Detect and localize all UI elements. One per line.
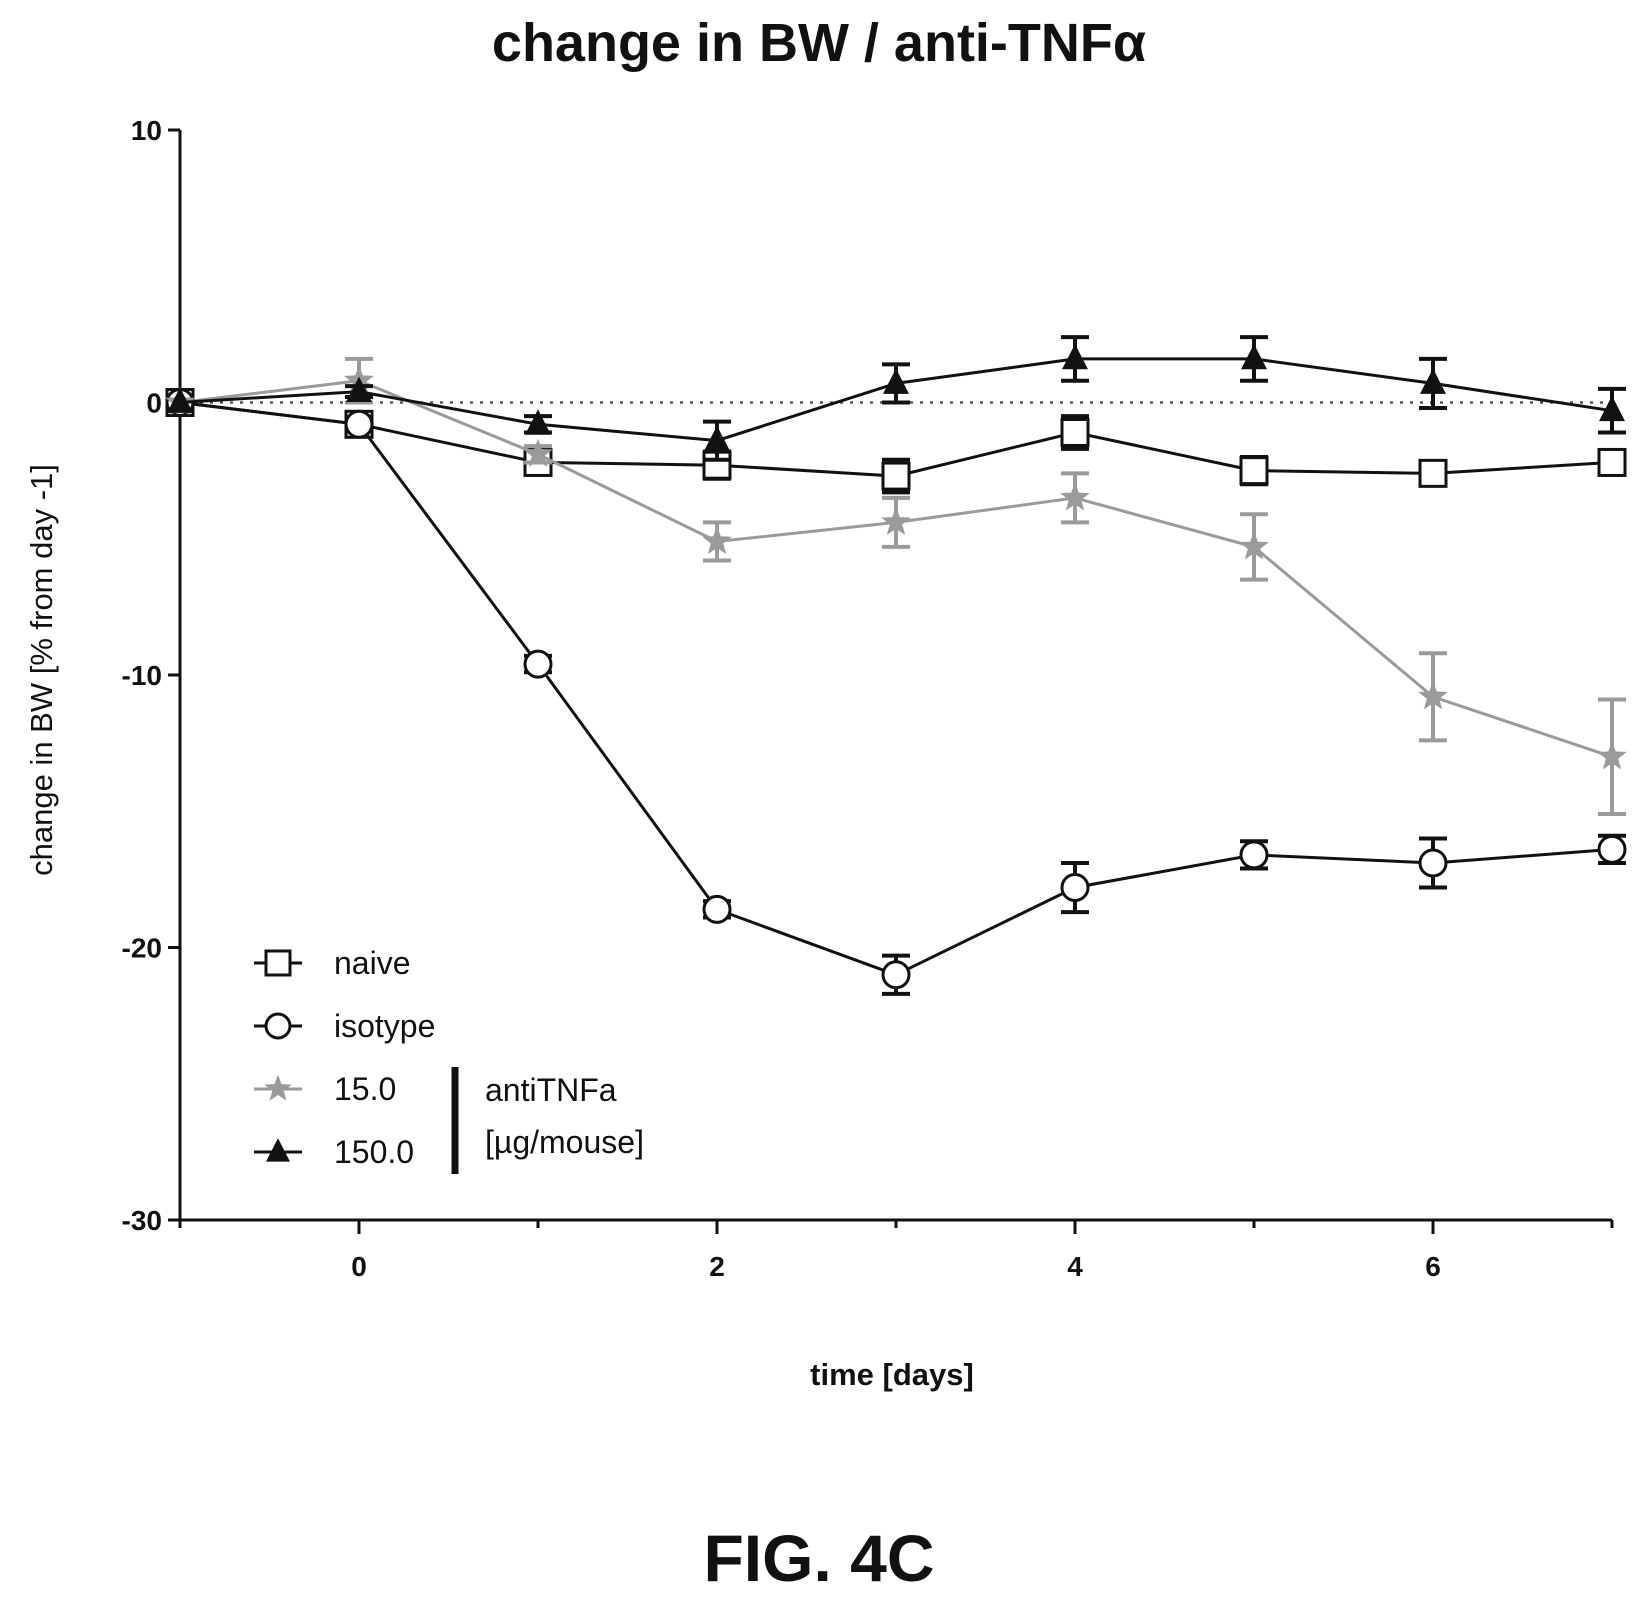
series-layer <box>165 335 1627 996</box>
chart-title: change in BW / anti-TNFα <box>491 13 1147 73</box>
x-tick-label: 2 <box>709 1251 725 1282</box>
data-point <box>1239 840 1269 870</box>
legend-label: isotype <box>334 1008 435 1044</box>
axes: 10 0 -10 -20 -30 0 2 4 6 <box>122 115 1614 1282</box>
data-point <box>1062 343 1088 370</box>
data-point <box>1239 531 1269 560</box>
series-15-0 <box>165 356 1627 816</box>
data-point <box>881 461 911 491</box>
data-point <box>881 506 911 535</box>
data-point <box>167 387 193 413</box>
series-naive <box>165 388 1627 495</box>
data-point <box>704 425 730 452</box>
data-point <box>1597 447 1627 477</box>
data-point <box>1420 368 1446 394</box>
data-point <box>1597 834 1627 864</box>
figure-label: FIG. 4C <box>703 1521 935 1595</box>
data-point <box>344 409 374 439</box>
data-point <box>523 649 553 679</box>
legend-label: 150.0 <box>334 1134 414 1170</box>
legend-marker-star-icon <box>264 1074 292 1101</box>
data-point <box>1418 848 1448 878</box>
data-point <box>346 376 372 402</box>
data-point <box>1599 395 1625 422</box>
data-point <box>523 438 553 467</box>
legend-group-label: [µg/mouse] <box>485 1124 644 1160</box>
data-point <box>1597 741 1627 770</box>
data-point <box>1060 417 1090 447</box>
data-point <box>525 409 551 435</box>
legend-marker-square-icon <box>264 949 292 977</box>
x-tick-label: 6 <box>1425 1251 1441 1282</box>
y-tick-label: -20 <box>122 933 162 964</box>
legend-label: naive <box>334 945 411 981</box>
legend-item-isotype: isotype <box>254 1008 435 1044</box>
data-point <box>881 960 911 990</box>
x-axis-label: time [days] <box>810 1357 974 1392</box>
y-tick-label: 10 <box>131 115 162 146</box>
data-point <box>1418 458 1448 488</box>
data-point <box>1241 343 1267 370</box>
legend-item-naive: naive <box>254 945 411 981</box>
x-tick-label: 4 <box>1067 1251 1083 1282</box>
data-point <box>1239 456 1269 486</box>
series-line <box>179 379 1613 759</box>
legend-label: 15.0 <box>334 1071 396 1107</box>
legend-marker-circle-icon <box>264 1012 292 1040</box>
legend-item-150-0: 150.0 <box>254 1134 414 1170</box>
data-point <box>883 368 909 394</box>
data-point <box>702 894 732 924</box>
legend-item-15-0: 15.0 <box>254 1071 396 1107</box>
data-point <box>1060 482 1090 511</box>
data-point <box>702 525 732 555</box>
y-tick-label: 0 <box>146 388 162 419</box>
series-150-0 <box>167 335 1626 462</box>
y-tick-label: -30 <box>122 1205 162 1236</box>
y-axis-label: change in BW [% from day -1] <box>24 464 59 876</box>
legend-marker-triangle-icon <box>266 1138 290 1162</box>
y-tick-label: -10 <box>122 660 162 691</box>
legend-group-label: antiTNFa <box>485 1072 617 1108</box>
data-point <box>1060 873 1090 903</box>
series-isotype <box>165 388 1627 996</box>
data-point <box>1418 681 1448 710</box>
x-tick-label: 0 <box>351 1251 367 1282</box>
legend: naive isotype 15.0 150.0 antiTNFa [µg/mouse] <box>254 945 644 1174</box>
